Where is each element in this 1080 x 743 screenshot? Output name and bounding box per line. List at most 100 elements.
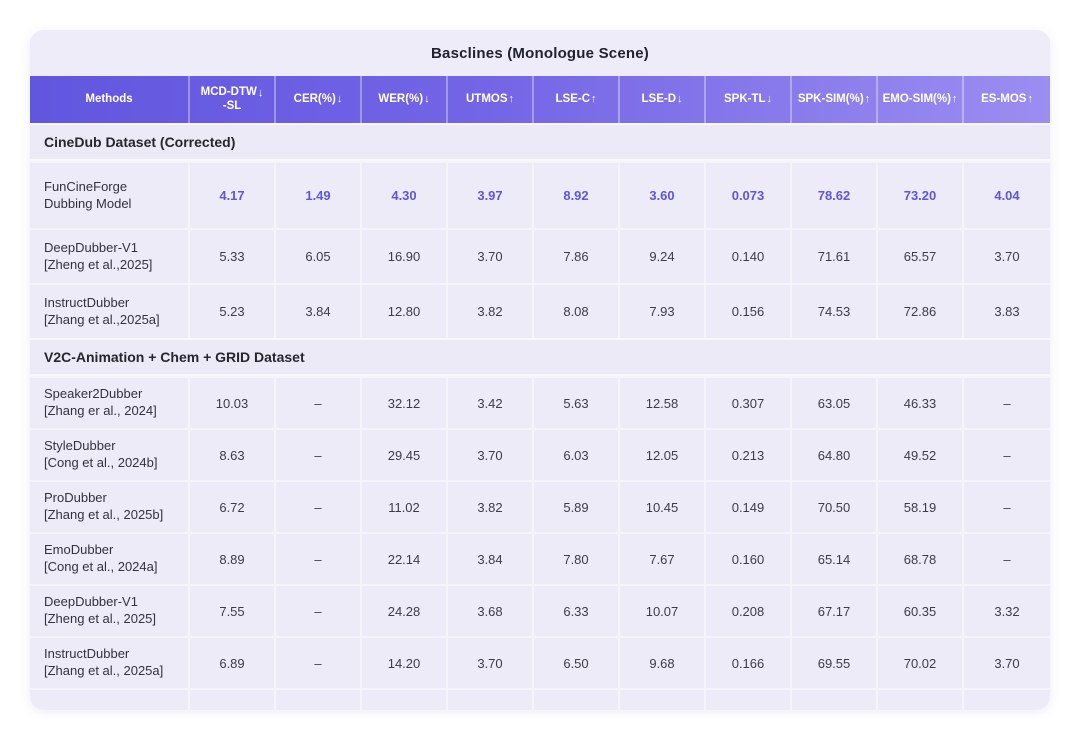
- value-cell: 0.073: [706, 163, 792, 228]
- column-header: ES-MOS ↑: [964, 76, 1050, 123]
- column-header: LSE-C ↑: [534, 76, 620, 123]
- value-cell: 0.149: [706, 482, 792, 532]
- value-cell: 8.89: [190, 534, 276, 584]
- value-cell: 10.03: [190, 378, 276, 428]
- value-cell: 3.68: [448, 586, 534, 636]
- column-header-label: SPK-TL: [723, 92, 766, 105]
- filler-cell: [190, 690, 276, 710]
- sort-arrow-up-icon: ↑: [951, 93, 958, 106]
- value-cell: 78.62: [792, 163, 878, 228]
- value-cell: 0.208: [706, 586, 792, 636]
- value-cell: 7.80: [534, 534, 620, 584]
- filler-cell: [878, 690, 964, 710]
- value-cell: –: [276, 378, 362, 428]
- table-row: FunCineForge Dubbing Model 4.17 1.49 4.30 3.9…: [30, 161, 1050, 228]
- value-cell: 3.70: [448, 230, 534, 283]
- column-header-label: Methods: [85, 92, 133, 105]
- value-cell: –: [276, 430, 362, 480]
- value-cell: 5.89: [534, 482, 620, 532]
- sort-arrow-down-icon: ↓: [424, 93, 430, 106]
- value-cell: 3.83: [994, 304, 1020, 319]
- table-row: ProDubber [Zhang et al., 2025b] 6.72–11.02…: [30, 480, 1050, 532]
- table-title-bar: Basclines (Monologue Scene): [30, 30, 1050, 76]
- value-cell: 3.84: [276, 285, 362, 338]
- method-cell: InstructDubber [Zhang et al., 2025a]: [30, 638, 190, 688]
- value-cell: 63.05: [792, 378, 878, 428]
- value-cell: 70.50: [792, 482, 878, 532]
- value-cell: –: [276, 638, 362, 688]
- method-citation: Dubbing Model: [44, 195, 132, 211]
- value-cell: 0.307: [706, 378, 792, 428]
- value-cell: –: [1003, 551, 1011, 567]
- value-cell: 0.166: [706, 638, 792, 688]
- filler-cell: [30, 690, 190, 710]
- sort-arrow-down-icon: ↓: [336, 93, 343, 106]
- filler-cell: [448, 690, 534, 710]
- value-cell: 24.28: [362, 586, 448, 636]
- column-header-label: CER(%): [293, 92, 336, 105]
- method-name: ProDubber: [44, 490, 107, 506]
- column-header-label: MCD-DTW: [200, 86, 257, 99]
- value-cell: 0.160: [706, 534, 792, 584]
- column-header-label: LSE-D: [641, 92, 677, 105]
- method-citation: [Zhang et al.,2025a]: [44, 311, 160, 327]
- value-cell: 7.55: [190, 586, 276, 636]
- value-cell: 49.52: [878, 430, 964, 480]
- value-cell: 65.14: [792, 534, 878, 584]
- value-cell: 3.84: [448, 534, 534, 584]
- value-cell: –: [276, 482, 362, 532]
- value-cell: 1.49: [276, 163, 362, 228]
- column-header-label: SPK-SIM(%): [797, 92, 864, 105]
- value-cell: 0.156: [706, 285, 792, 338]
- filler-cell: [620, 690, 706, 710]
- method-citation: [Zhang er al., 2024]: [44, 403, 157, 418]
- column-header-label: WER(%): [378, 92, 424, 105]
- method-cell: EmoDubber [Cong et al., 2024a]: [30, 534, 190, 584]
- value-cell: 60.35: [878, 586, 964, 636]
- value-cell: 10.07: [620, 586, 706, 636]
- value-cell: 29.45: [362, 430, 448, 480]
- value-cell: 3.82: [448, 482, 534, 532]
- column-header: UTMOS ↑: [448, 76, 534, 123]
- table-row: InstructDubber [Zhang et al.,2025a] 5.23 3.…: [30, 283, 1050, 338]
- value-cell: 71.61: [792, 230, 878, 283]
- value-cell: 3.70: [994, 249, 1020, 264]
- value-cell: 6.05: [276, 230, 362, 283]
- table-row: DeepDubber-V1 [Zheng et al., 2025] 7.55–24…: [30, 584, 1050, 636]
- value-cell: 6.50: [534, 638, 620, 688]
- column-header: EMO-SIM(%) ↑: [878, 76, 964, 123]
- value-cell: 58.19: [878, 482, 964, 532]
- method-cell: DeepDubber-V1 [Zheng et al., 2025]: [30, 586, 190, 636]
- value-cell: 0.213: [706, 430, 792, 480]
- method-citation: [Cong et al., 2024b]: [44, 455, 158, 470]
- method-cell: StyleDubber [Cong et al., 2024b]: [30, 430, 190, 480]
- method-name: Speaker2Dubber: [44, 386, 143, 402]
- value-cell: 4.04: [994, 188, 1020, 203]
- column-header-sublabel: -SL: [222, 99, 242, 112]
- value-cell: 67.17: [792, 586, 878, 636]
- value-cell: 68.78: [878, 534, 964, 584]
- value-cell: 5.23: [190, 285, 276, 338]
- value-cell: 3.70: [994, 655, 1020, 671]
- table-title: Basclines (Monologue Scene): [431, 44, 649, 62]
- column-header: SPK-TL ↓: [706, 76, 792, 123]
- table-row: DeepDubber-V1 [Zheng et al.,2025] 5.33 6.05…: [30, 228, 1050, 283]
- value-cell: 12.80: [362, 285, 448, 338]
- method-name: InstructDubber: [44, 294, 130, 310]
- value-cell: 72.86: [878, 285, 964, 338]
- value-cell: 3.32: [994, 603, 1020, 619]
- method-citation: [Zhang et al., 2025b]: [44, 507, 164, 522]
- value-cell: 12.05: [620, 430, 706, 480]
- column-header-label: LSE-C: [555, 92, 591, 105]
- value-cell: 65.57: [878, 230, 964, 283]
- sort-arrow-down-icon: ↓: [257, 86, 264, 99]
- table-row: InstructDubber [Zhang et al., 2025a] 6.89–…: [30, 636, 1050, 688]
- column-header: CER(%) ↓: [276, 76, 362, 123]
- filler-cell: [534, 690, 620, 710]
- value-cell: 8.08: [534, 285, 620, 338]
- method-citation: [Zhang et al., 2025a]: [44, 663, 164, 678]
- value-cell: 74.53: [792, 285, 878, 338]
- column-header-label: ES-MOS: [981, 92, 1027, 105]
- column-header-label: UTMOS: [465, 92, 508, 105]
- value-cell: 8.92: [534, 163, 620, 228]
